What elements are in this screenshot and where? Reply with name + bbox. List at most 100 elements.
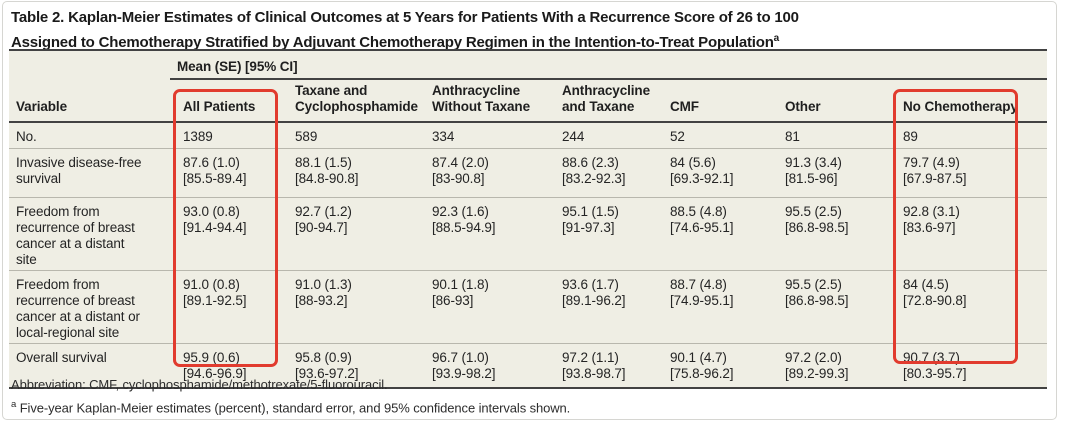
estimate-value: 95.1 (1.5)	[562, 203, 619, 219]
confidence-interval: [91-97.3]	[562, 219, 615, 235]
table-cell: 93.6 (1.7) [89.1-96.2]	[555, 269, 663, 343]
title-footnote-marker: a	[773, 33, 780, 44]
table-cell: 91.0 (0.8) [89.1-92.5]	[176, 269, 288, 343]
column-header: Anthracycline Without Taxane	[425, 80, 555, 123]
column-header: All Patients	[176, 80, 288, 123]
confidence-interval: [86-93]	[432, 292, 474, 308]
confidence-interval: [74.9-95.1]	[670, 292, 734, 308]
column-header: No Chemotherapy	[896, 80, 1047, 123]
table-row: Freedom from recurrence of breast cancer…	[9, 269, 1047, 343]
estimate-value: 95.9 (0.6)	[183, 349, 240, 365]
estimate-value: 81	[785, 129, 800, 144]
footnote-a-text: Five-year Kaplan-Meier estimates (percen…	[16, 400, 571, 416]
confidence-interval: [81.5-96]	[785, 170, 838, 186]
estimate-value: 88.5 (4.8)	[670, 203, 727, 219]
estimate-value: 89	[903, 129, 918, 144]
row-label: Freedom from recurrence of breast cancer…	[9, 196, 176, 270]
estimate-value: 84 (5.6)	[670, 154, 716, 170]
table-cell: 90.1 (1.8) [86-93]	[425, 269, 555, 343]
estimate-value: 88.7 (4.8)	[670, 276, 727, 292]
table-cell: 89	[896, 122, 1047, 148]
confidence-interval: [75.8-96.2]	[670, 365, 734, 381]
confidence-interval: [67.9-87.5]	[903, 170, 967, 186]
confidence-interval: [80.3-95.7]	[903, 365, 967, 381]
table-row: No. 1389 589 334 244 52 81 89	[9, 122, 1047, 148]
table-cell: 87.4 (2.0) [83-90.8]	[425, 147, 555, 197]
estimate-value: 91.3 (3.4)	[785, 154, 842, 170]
table-cell: 52	[663, 122, 778, 148]
table-container: Mean (SE) [95% CI] Variable All Patients T…	[9, 49, 1047, 389]
row-label: Freedom from recurrence of breast cancer…	[9, 269, 176, 343]
table-title: Table 2. Kaplan-Meier Estimates of Clini…	[11, 7, 1041, 53]
column-header: Variable	[9, 80, 176, 123]
confidence-interval: [90-94.7]	[295, 219, 348, 235]
estimate-value: 90.1 (1.8)	[432, 276, 489, 292]
table-header: Variable All Patients Taxane and Cyclophos…	[9, 80, 1047, 123]
table-cell: 91.3 (3.4) [81.5-96]	[778, 147, 896, 197]
table-cell: 96.7 (1.0) [93.9-98.2]	[425, 342, 555, 387]
row-label: No.	[16, 129, 37, 144]
confidence-interval: [69.3-92.1]	[670, 170, 734, 186]
estimate-value: 87.6 (1.0)	[183, 154, 240, 170]
estimate-value: 88.1 (1.5)	[295, 154, 352, 170]
table-row: Invasive disease-free survival 87.6 (1.0)…	[9, 147, 1047, 197]
estimate-value: 244	[562, 129, 585, 144]
confidence-interval: [86.8-98.5]	[785, 292, 849, 308]
confidence-interval: [94.6-96.9]	[183, 365, 247, 381]
estimate-value: 84 (4.5)	[903, 276, 949, 292]
row-label: Invasive disease-free survival	[9, 147, 176, 197]
confidence-interval: [89.1-92.5]	[183, 292, 247, 308]
estimate-value: 97.2 (2.0)	[785, 349, 842, 365]
confidence-interval: [93.8-98.7]	[562, 365, 626, 381]
table-cell: 92.7 (1.2) [90-94.7]	[288, 196, 425, 270]
column-header: Other	[778, 80, 896, 123]
table-cell: 95.1 (1.5) [91-97.3]	[555, 196, 663, 270]
estimate-value: 79.7 (4.9)	[903, 154, 960, 170]
confidence-interval: [86.8-98.5]	[785, 219, 849, 235]
confidence-interval: [93.6-97.2]	[295, 365, 359, 381]
table-cell: 88.5 (4.8) [74.6-95.1]	[663, 196, 778, 270]
estimate-value: 93.0 (0.8)	[183, 203, 240, 219]
confidence-interval: [83.2-92.3]	[562, 170, 626, 186]
estimate-value: 95.5 (2.5)	[785, 276, 842, 292]
confidence-interval: [85.5-89.4]	[183, 170, 247, 186]
estimate-value: 92.7 (1.2)	[295, 203, 352, 219]
estimate-value: 91.0 (1.3)	[295, 276, 352, 292]
table-cell: 244	[555, 122, 663, 148]
table-cell: 90.7 (3.7) [80.3-95.7]	[896, 342, 1047, 387]
table-cell: 88.1 (1.5) [84.8-90.8]	[288, 147, 425, 197]
table-cell: 92.3 (1.6) [88.5-94.9]	[425, 196, 555, 270]
confidence-interval: [88.5-94.9]	[432, 219, 496, 235]
table-cell: 95.8 (0.9) [93.6-97.2]	[288, 342, 425, 387]
confidence-interval: [74.6-95.1]	[670, 219, 734, 235]
column-header: Anthracycline and Taxane	[555, 80, 663, 123]
span-header-label: Mean (SE) [95% CI]	[177, 59, 298, 74]
estimate-value: 87.4 (2.0)	[432, 154, 489, 170]
confidence-interval: [84.8-90.8]	[295, 170, 359, 186]
table-cell: 97.2 (1.1) [93.8-98.7]	[555, 342, 663, 387]
table-cell: 84 (5.6) [69.3-92.1]	[663, 147, 778, 197]
confidence-interval: [89.2-99.3]	[785, 365, 849, 381]
estimate-value: 88.6 (2.3)	[562, 154, 619, 170]
estimate-value: 334	[432, 129, 455, 144]
estimate-value: 90.7 (3.7)	[903, 349, 960, 365]
table-title-line2: Assigned to Chemotherapy Stratified by A…	[11, 33, 780, 51]
footnote-a: a Five-year Kaplan-Meier estimates (perc…	[11, 399, 1031, 415]
outcomes-table: Variable All Patients Taxane and Cyclophos…	[9, 80, 1047, 387]
table-cell: 90.1 (4.7) [75.8-96.2]	[663, 342, 778, 387]
estimate-value: 96.7 (1.0)	[432, 349, 489, 365]
row-label: Overall survival	[9, 342, 176, 387]
column-header: Taxane and Cyclophosphamide	[288, 80, 425, 123]
table-header-row: Variable All Patients Taxane and Cyclophos…	[9, 80, 1047, 123]
column-header: CMF	[663, 80, 778, 123]
confidence-interval: [88-93.2]	[295, 292, 348, 308]
table-title-line1: Table 2. Kaplan-Meier Estimates of Clini…	[11, 9, 799, 26]
table-row: Freedom from recurrence of breast cancer…	[9, 196, 1047, 270]
confidence-interval: [89.1-96.2]	[562, 292, 626, 308]
table-cell: 93.0 (0.8) [91.4-94.4]	[176, 196, 288, 270]
table-cell: 1389	[176, 122, 288, 148]
confidence-interval: [83.6-97]	[903, 219, 956, 235]
confidence-interval: [83-90.8]	[432, 170, 485, 186]
confidence-interval: [91.4-94.4]	[183, 219, 247, 235]
table-cell: 84 (4.5) [72.8-90.8]	[896, 269, 1047, 343]
